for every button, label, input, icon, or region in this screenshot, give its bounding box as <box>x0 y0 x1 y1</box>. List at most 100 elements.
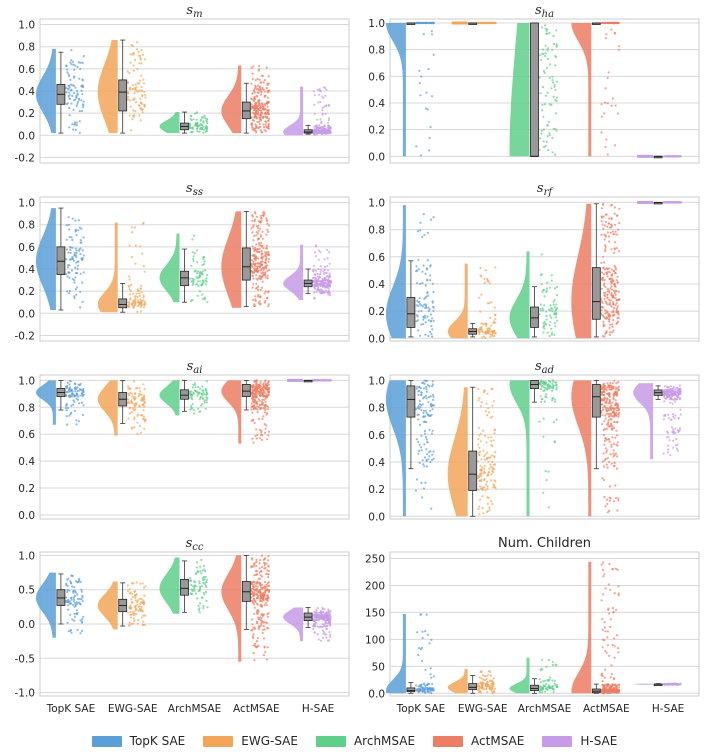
strip-point <box>190 583 193 587</box>
strip-point <box>667 417 671 420</box>
panel-frame <box>389 374 700 520</box>
strip-point <box>426 441 429 444</box>
violin-shape <box>97 40 118 134</box>
strip-point <box>312 264 316 267</box>
strip-point <box>551 679 554 682</box>
strip-point <box>80 89 83 92</box>
strip-point <box>82 615 85 619</box>
strip-point <box>143 402 146 405</box>
strip-point <box>551 310 554 313</box>
strip-point <box>614 293 617 296</box>
strip-point <box>250 592 253 596</box>
strip-point <box>72 76 76 79</box>
strip-point <box>253 627 257 631</box>
strip-point <box>551 382 554 385</box>
strip-point <box>476 460 480 463</box>
strip-point <box>74 219 77 222</box>
strip-point <box>545 29 548 33</box>
strip-point <box>614 484 617 487</box>
strip-point <box>195 111 198 114</box>
strip-point <box>126 81 129 84</box>
strip-point <box>543 400 547 403</box>
strip-point <box>261 276 264 279</box>
strip-point <box>479 498 482 501</box>
strip-point <box>143 105 146 108</box>
strip-point <box>139 97 142 100</box>
strip-point <box>603 278 606 282</box>
strip-point <box>430 332 433 336</box>
strip-point <box>205 130 208 133</box>
strip-point <box>607 438 610 441</box>
strip-point <box>555 381 558 384</box>
strip-point <box>608 277 612 280</box>
strip-point <box>261 230 264 233</box>
strip-point <box>251 274 254 277</box>
y-tick-label: 1.0 <box>18 198 35 210</box>
strip-point <box>483 687 486 691</box>
y-tick-label: 0.8 <box>18 42 35 54</box>
strip-point <box>550 274 553 277</box>
strip-point <box>538 148 541 151</box>
strip-point <box>81 596 84 599</box>
strip-point <box>262 625 265 628</box>
strip-point <box>193 234 196 237</box>
strip-point <box>130 226 134 229</box>
strip-point <box>486 683 489 686</box>
strip-point <box>65 600 68 604</box>
strip-point <box>76 386 79 389</box>
strip-point <box>546 47 550 50</box>
strip-point <box>251 386 254 389</box>
strip-point <box>196 561 199 564</box>
strip-point <box>64 86 68 89</box>
strip-point <box>267 253 271 256</box>
box-iqr <box>406 297 416 328</box>
strip-point <box>262 214 265 217</box>
strip-point <box>314 276 317 279</box>
strip-point <box>612 452 615 455</box>
strip-point <box>198 124 201 127</box>
violin-shape <box>509 657 530 694</box>
strip-point <box>253 100 256 103</box>
strip-point <box>82 106 85 109</box>
strip-point <box>68 97 71 100</box>
strip-point <box>604 234 607 237</box>
strip-point <box>612 407 616 410</box>
strip-point <box>133 380 136 383</box>
strip-point <box>553 306 556 309</box>
y-tick-label: 0.0 <box>368 333 385 345</box>
strip-point <box>67 95 70 98</box>
strip-point <box>321 617 324 620</box>
strip-point <box>128 406 131 410</box>
strip-point <box>600 312 603 315</box>
strip-point <box>257 91 260 94</box>
strip-point <box>487 280 490 283</box>
strip-point <box>68 271 71 274</box>
strip-point <box>134 599 137 602</box>
strip-point <box>191 386 194 389</box>
violin-shape <box>97 380 118 436</box>
strip-point <box>494 480 497 483</box>
strip-point <box>133 403 136 406</box>
strip-point <box>543 103 546 106</box>
strip-point <box>551 307 554 310</box>
strip-point <box>266 269 269 272</box>
strip-point <box>260 74 263 77</box>
strip-point <box>141 252 144 255</box>
strip-point <box>265 251 268 254</box>
strip-point <box>81 249 84 252</box>
strip-point <box>486 681 489 684</box>
strip-point <box>485 457 488 460</box>
strip-point <box>493 485 496 489</box>
strip-point <box>602 255 605 258</box>
strip-point <box>261 586 264 589</box>
strip-point <box>606 498 609 501</box>
strip-point <box>250 589 253 593</box>
strip-point <box>258 571 261 574</box>
strip-point <box>602 433 606 437</box>
y-tick-label: 0.6 <box>18 242 35 254</box>
strip-point <box>485 685 489 688</box>
strip-point <box>421 403 424 406</box>
violin-shape <box>637 200 654 204</box>
strip-point <box>133 426 136 429</box>
